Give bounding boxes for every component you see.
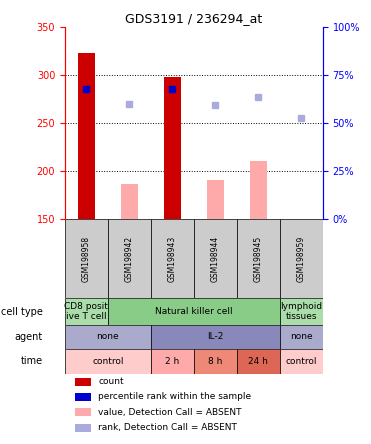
Bar [237, 349, 280, 374]
Text: Natural killer cell: Natural killer cell [155, 307, 233, 316]
Text: GSM198944: GSM198944 [211, 236, 220, 282]
Text: GSM198958: GSM198958 [82, 236, 91, 282]
Bar [108, 298, 280, 325]
Bar [151, 349, 194, 374]
Text: cell type: cell type [1, 306, 43, 317]
Text: agent: agent [14, 332, 43, 342]
Bar [75, 424, 91, 432]
Text: GSM198943: GSM198943 [168, 236, 177, 282]
Text: rank, Detection Call = ABSENT: rank, Detection Call = ABSENT [98, 423, 237, 432]
Text: lymphoid
tissues: lymphoid tissues [280, 302, 322, 321]
Bar [65, 325, 151, 349]
Bar [237, 219, 280, 298]
Text: 24 h: 24 h [248, 357, 268, 366]
Text: GSM198942: GSM198942 [125, 236, 134, 282]
Bar [194, 219, 237, 298]
Bar [65, 349, 151, 374]
Title: GDS3191 / 236294_at: GDS3191 / 236294_at [125, 12, 262, 25]
Bar [280, 219, 323, 298]
Text: IL-2: IL-2 [207, 333, 223, 341]
Bar [75, 378, 91, 386]
Bar [194, 349, 237, 374]
Bar [65, 219, 108, 298]
Text: none: none [96, 333, 119, 341]
Text: CD8 posit
ive T cell: CD8 posit ive T cell [65, 302, 108, 321]
Bar [280, 349, 323, 374]
Text: 2 h: 2 h [165, 357, 180, 366]
Bar [75, 408, 91, 416]
Text: control: control [286, 357, 317, 366]
Bar [75, 393, 91, 401]
Bar [164, 77, 181, 219]
Bar [207, 180, 224, 219]
Bar [78, 53, 95, 219]
Bar [250, 161, 267, 219]
Bar [151, 325, 280, 349]
Text: count: count [98, 377, 124, 386]
Text: 8 h: 8 h [208, 357, 223, 366]
Bar [121, 184, 138, 219]
Bar [108, 219, 151, 298]
Bar [151, 219, 194, 298]
Text: percentile rank within the sample: percentile rank within the sample [98, 392, 252, 401]
Bar [280, 298, 323, 325]
Text: time: time [20, 357, 43, 366]
Text: GSM198959: GSM198959 [297, 236, 306, 282]
Text: control: control [92, 357, 124, 366]
Bar [280, 325, 323, 349]
Text: value, Detection Call = ABSENT: value, Detection Call = ABSENT [98, 408, 242, 416]
Text: GSM198945: GSM198945 [254, 236, 263, 282]
Bar [65, 298, 108, 325]
Text: none: none [290, 333, 313, 341]
